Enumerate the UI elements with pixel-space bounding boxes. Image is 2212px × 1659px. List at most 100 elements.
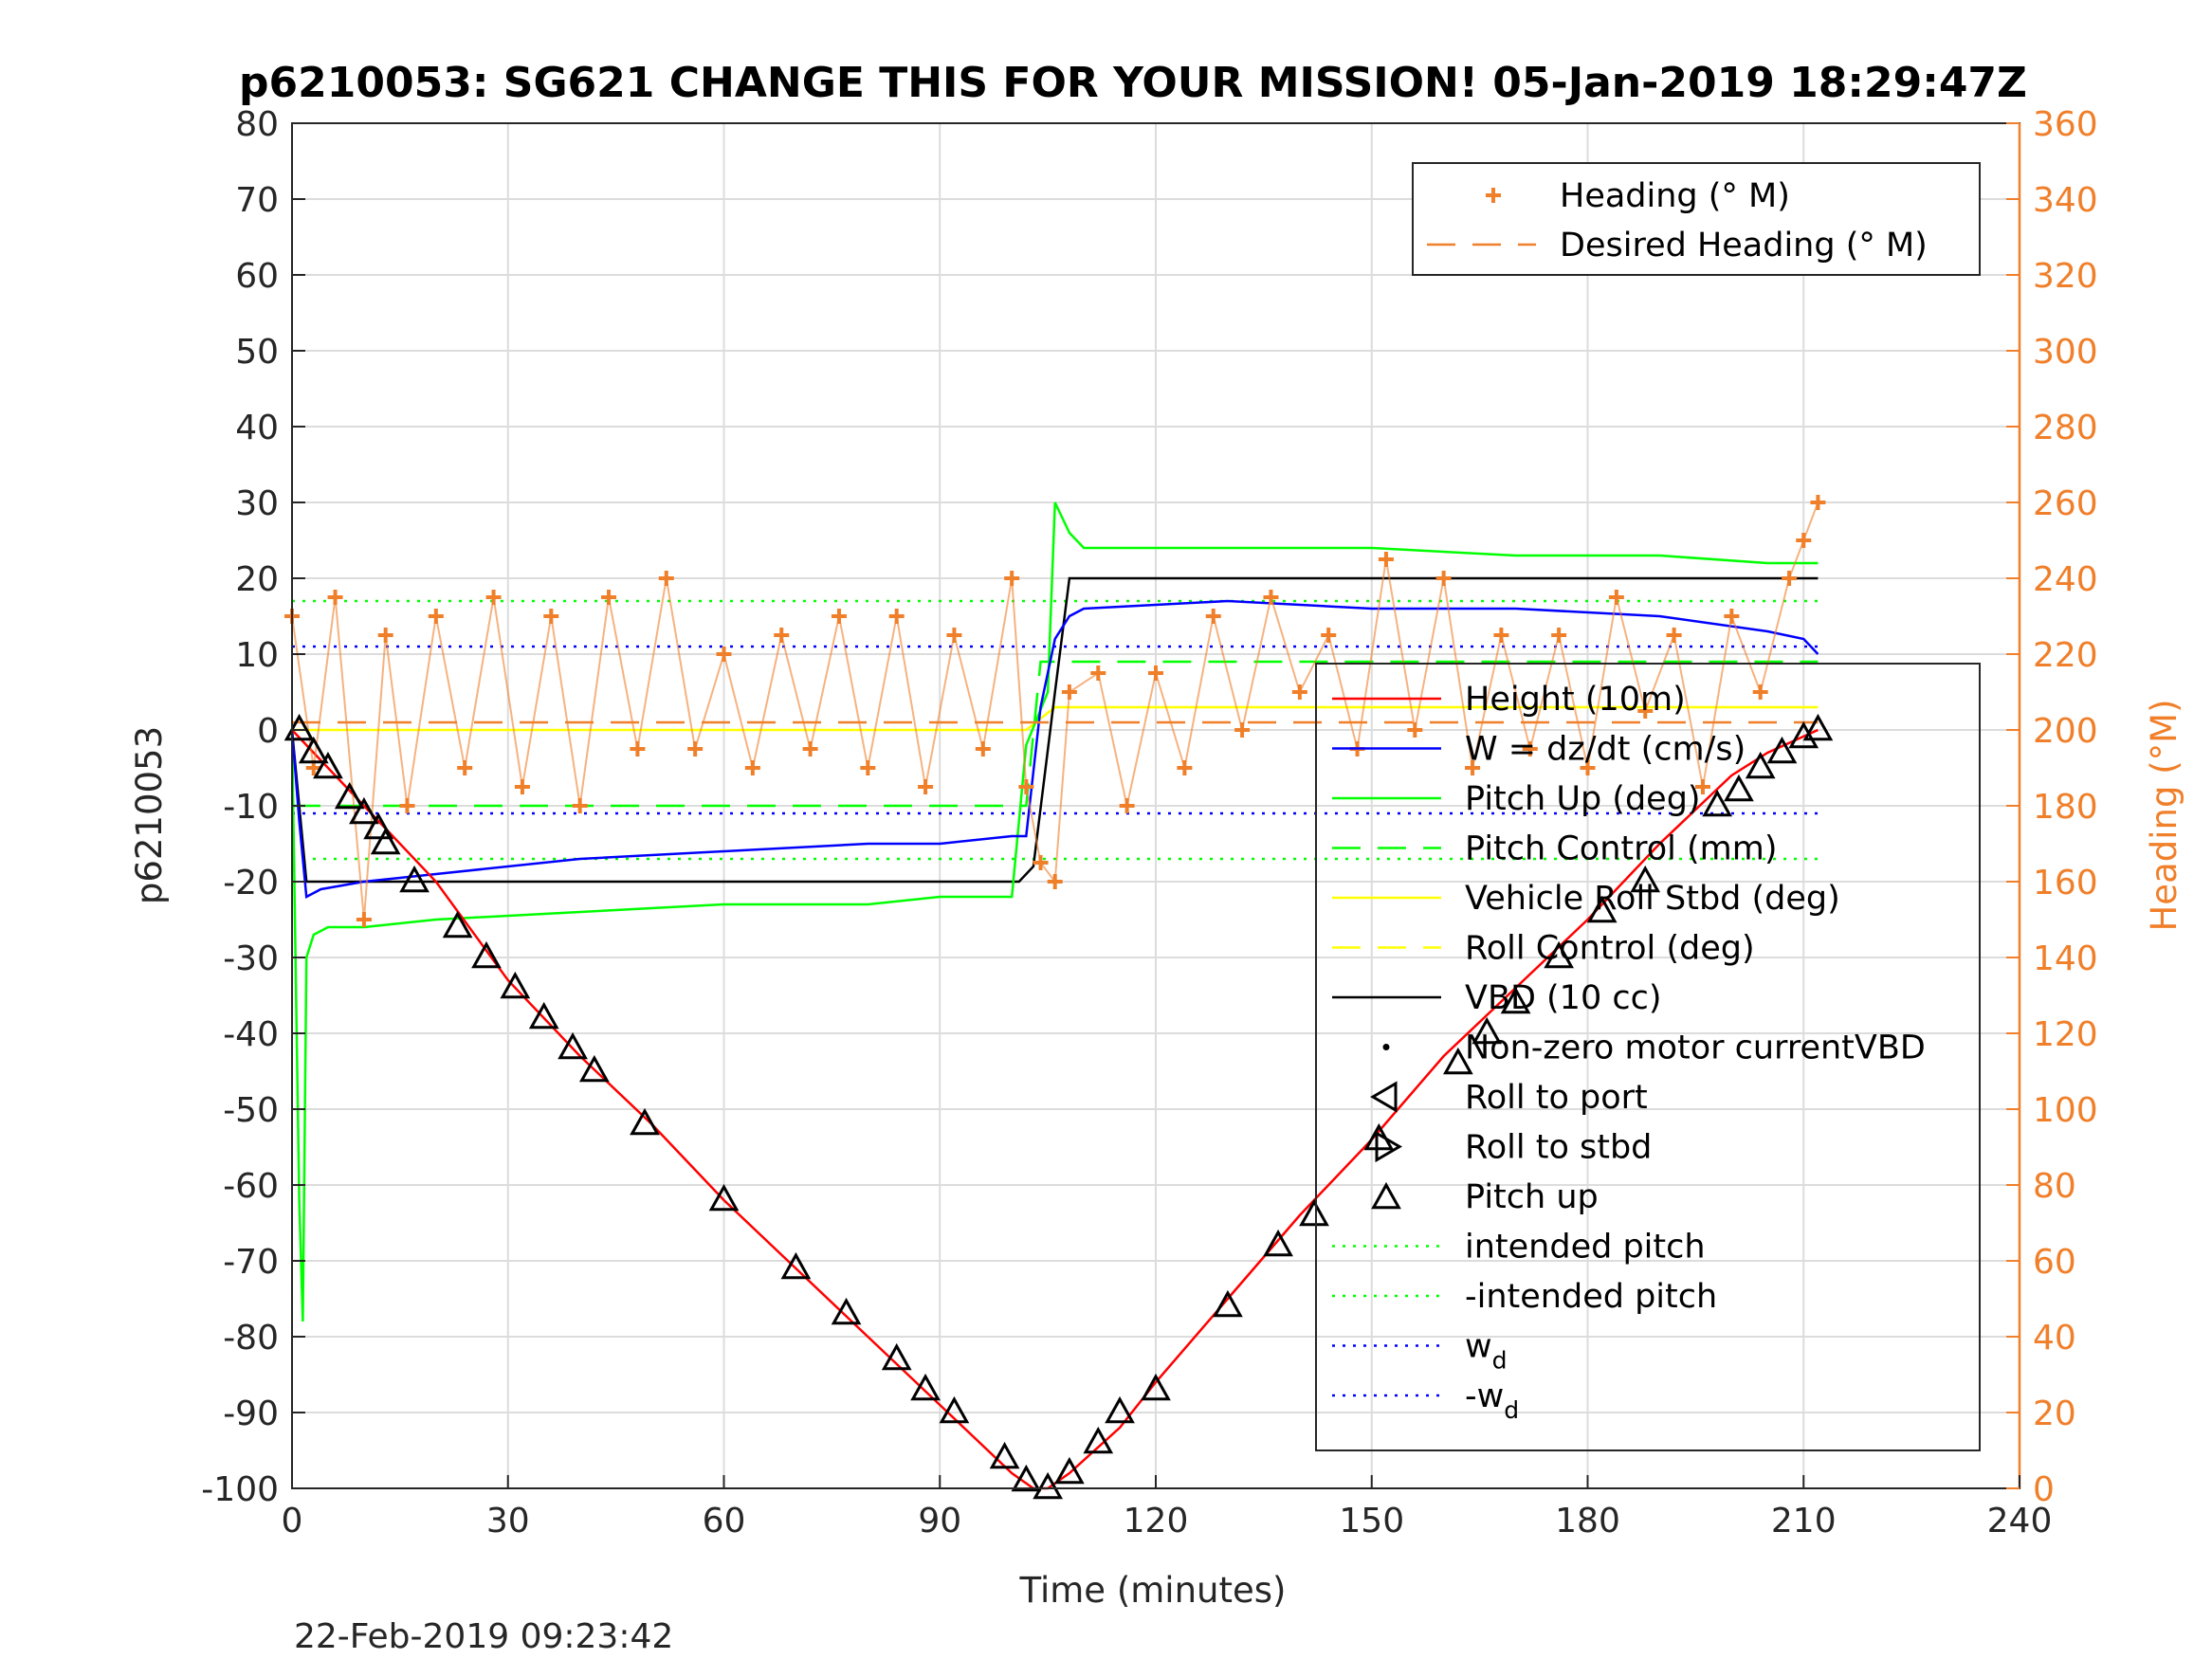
y-tick-label: 40 xyxy=(235,409,279,447)
legend-main-entry: Roll to port xyxy=(1465,1079,1648,1117)
heading-point xyxy=(1608,590,1624,605)
pitch-up-marker xyxy=(1105,1395,1135,1424)
x-tick-label: 60 xyxy=(703,1502,746,1540)
pitch-up-marker xyxy=(1745,751,1776,779)
y2-tick-label: 40 xyxy=(2033,1319,2076,1358)
pitch-up-marker xyxy=(1724,774,1754,802)
y-tick-label: 80 xyxy=(235,105,279,144)
pitch-up-marker xyxy=(1702,789,1733,817)
x-tick-label: 150 xyxy=(1339,1502,1404,1540)
pitch-up-marker xyxy=(910,1373,941,1401)
legend-top-box xyxy=(1412,162,1981,276)
y-tick-label: -60 xyxy=(223,1167,279,1206)
heading-point xyxy=(377,628,393,643)
heading-point xyxy=(687,741,704,757)
pitch-up-marker xyxy=(558,1031,588,1060)
heading-point xyxy=(1724,609,1740,624)
y2-tick-label: 340 xyxy=(2033,181,2098,220)
heading-point xyxy=(1580,760,1596,775)
pitch-up-marker xyxy=(1586,895,1618,923)
pitch-up-marker xyxy=(1544,940,1574,969)
pitch-up-marker xyxy=(528,1001,559,1030)
pitch-up-marker xyxy=(578,1054,610,1083)
heading-point xyxy=(356,912,372,927)
pitch-up-marker xyxy=(442,910,473,939)
heading-point xyxy=(1810,495,1826,510)
heading-point xyxy=(1637,703,1654,719)
y2-tick-label: 100 xyxy=(2033,1091,2098,1130)
y-tick-label: 70 xyxy=(235,181,279,220)
pitch-up-marker xyxy=(1472,1016,1503,1045)
heading-point xyxy=(428,609,444,624)
heading-point xyxy=(1047,874,1063,889)
x-tick-label: 0 xyxy=(282,1502,303,1540)
series-heading-line xyxy=(291,501,1819,921)
heading-point xyxy=(1782,571,1798,586)
heading-point xyxy=(514,779,530,794)
pitch-up-marker xyxy=(881,1342,912,1371)
pitch-up-marker xyxy=(298,736,329,764)
pitch-up-marker xyxy=(334,781,365,810)
pitch-up-marker xyxy=(1442,1047,1473,1075)
heading-point xyxy=(1407,722,1423,738)
legend-symbol-roll-to-stbd xyxy=(1375,1130,1402,1163)
pitch-up-marker xyxy=(349,796,379,825)
heading-point xyxy=(658,571,674,586)
y-tick-label: -90 xyxy=(223,1395,279,1433)
heading-point xyxy=(1493,628,1509,643)
heading-point xyxy=(1752,684,1768,700)
series-pitch-up-deg xyxy=(290,501,1819,1322)
pitch-up-marker xyxy=(708,1183,740,1212)
heading-point xyxy=(1234,722,1251,738)
pitch-up-marker xyxy=(471,940,502,969)
heading-point xyxy=(1378,552,1394,567)
x-tick-label: 240 xyxy=(1987,1502,2053,1540)
heading-point xyxy=(1465,760,1481,775)
pitch-up-marker xyxy=(1788,720,1819,749)
pitch-up-marker xyxy=(1213,1289,1243,1318)
pitch-up-marker xyxy=(1802,713,1834,741)
heading-point xyxy=(1090,665,1106,681)
y2-tick-label: 360 xyxy=(2033,105,2098,144)
pitch-up-marker xyxy=(1011,1464,1042,1492)
legend-main-entry: Roll to stbd xyxy=(1465,1129,1652,1167)
y-axis-label: p6210053 xyxy=(129,726,170,904)
heading-point xyxy=(860,760,876,775)
pitch-up-marker xyxy=(1500,986,1531,1014)
y-tick-label: -40 xyxy=(223,1015,279,1054)
legend-main-entry: Non-zero motor currentVBD xyxy=(1465,1030,1926,1067)
pitch-up-marker xyxy=(313,751,343,779)
heading-point xyxy=(1263,590,1279,605)
pitch-up-marker xyxy=(1263,1229,1293,1257)
heading-point xyxy=(831,609,847,624)
axes: 0 30 60 90 120 150 180 210 24080706050403020100-… xyxy=(201,105,2097,1540)
y-tick-label: 0 xyxy=(257,712,279,751)
pitch-up-marker xyxy=(1766,736,1798,764)
legend-main-entry: Pitch up xyxy=(1465,1178,1599,1216)
pitch-up-marker xyxy=(831,1297,862,1325)
heading-point xyxy=(1018,779,1034,794)
pitch-up-marker xyxy=(1299,1198,1329,1227)
heading-point xyxy=(1061,684,1077,700)
heading-point xyxy=(1291,684,1307,700)
y2-tick-label: 200 xyxy=(2033,712,2098,751)
heading-point xyxy=(716,647,732,662)
y-tick-label: 60 xyxy=(235,257,279,296)
y2-axis-label: Heading (°M) xyxy=(2144,699,2185,931)
y2-tick-label: 240 xyxy=(2033,560,2098,599)
legend-top: Heading (° M) Desired Heading (° M) xyxy=(1412,162,1981,276)
heading-point xyxy=(802,741,818,757)
heading-point xyxy=(744,760,760,775)
pitch-up-marker xyxy=(399,865,430,893)
heading-point xyxy=(1694,779,1710,794)
legend-main-entry: Pitch Control (mm) xyxy=(1465,830,1777,868)
heading-point xyxy=(327,590,343,605)
pitch-up-marker xyxy=(1141,1373,1171,1401)
heading-point xyxy=(1205,609,1221,624)
timestamp-label: 22-Feb-2019 09:23:42 xyxy=(294,1617,673,1656)
legend-main-entry: Pitch Up (deg) xyxy=(1465,780,1701,818)
x-tick-label: 90 xyxy=(918,1502,961,1540)
y-tick-label: 20 xyxy=(235,560,279,599)
y2-tick-label: 220 xyxy=(2033,636,2098,675)
